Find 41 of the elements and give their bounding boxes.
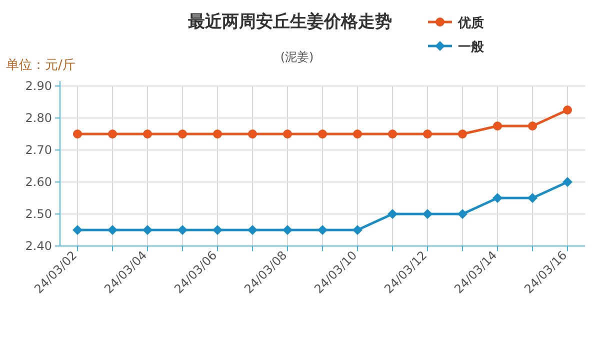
y-tick-label: 2.80 [25,111,52,125]
point [493,122,502,130]
point [143,130,152,138]
y-tick-label: 2.50 [25,207,52,221]
point [563,106,572,114]
point [108,130,117,138]
point [388,130,397,138]
point [318,130,327,138]
point [282,225,292,235]
legend-label: 一般 [458,40,485,55]
point [458,130,467,138]
point [353,130,362,138]
point [458,209,468,219]
point [352,225,362,235]
point [318,225,328,235]
point [178,225,188,235]
point [73,130,82,138]
point [213,130,222,138]
point [142,225,152,235]
y-tick-label: 2.90 [25,79,52,93]
point [248,130,257,138]
point [423,130,432,138]
chart-subtitle: (泥姜) [280,50,314,64]
point [492,193,502,203]
y-tick-label: 2.70 [25,143,52,157]
point [178,130,187,138]
point [562,177,572,187]
point [72,225,82,235]
point [108,225,118,235]
point [248,225,258,235]
legend-label: 优质 [457,15,484,31]
chart-title: 最近两周安丘生姜价格走势 [187,11,392,32]
point [283,130,292,138]
point [528,122,537,130]
point [422,209,432,219]
y-tick-label: 2.40 [25,239,52,253]
point [212,225,222,235]
y-axis-title: 单位：元/斤 [6,58,76,73]
y-tick-label: 2.60 [25,175,52,189]
point [388,209,398,219]
point [528,193,538,203]
